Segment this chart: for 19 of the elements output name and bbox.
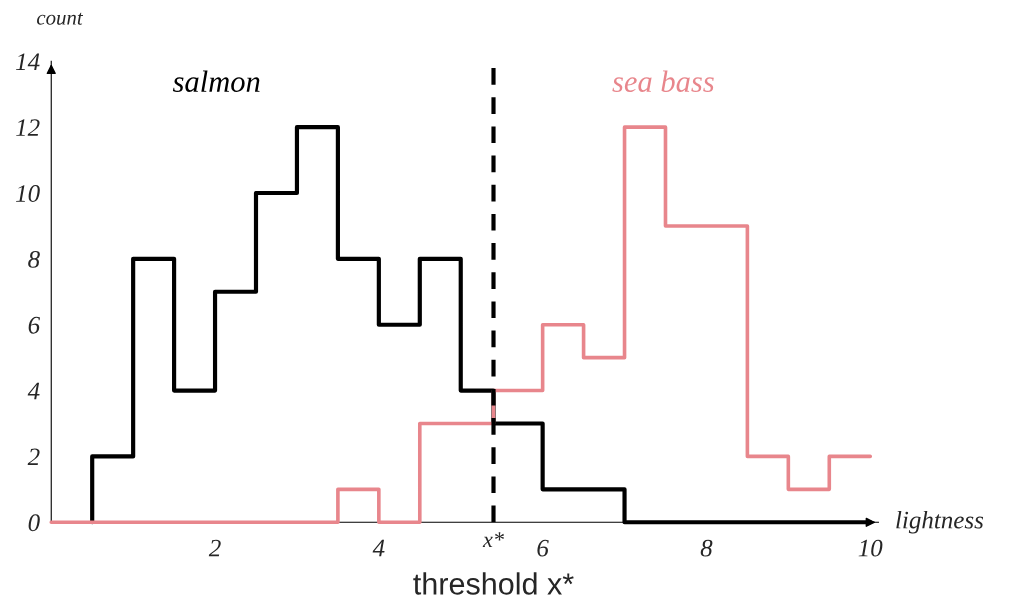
y-tick-label: 14 xyxy=(16,53,40,70)
annotation: threshold x* xyxy=(413,572,574,595)
y-tick-label: 6 xyxy=(28,316,41,334)
series-label: salmon xyxy=(172,70,260,93)
y-axis-title: count xyxy=(37,12,84,25)
ref-line-label: x* xyxy=(482,532,504,547)
x-tick-label: 10 xyxy=(858,539,883,557)
y-tick-label: 0 xyxy=(28,514,40,532)
y-tick-label: 12 xyxy=(16,119,40,136)
x-tick-label: 4 xyxy=(372,539,385,557)
x-tick-label: 6 xyxy=(537,539,549,557)
series-label: sea bass xyxy=(612,70,714,93)
y-tick-label: 2 xyxy=(27,448,40,466)
y-tick-label: 10 xyxy=(16,185,40,202)
x-tick-label: 8 xyxy=(700,539,713,557)
x-tick-label: 2 xyxy=(208,539,221,557)
x-axis-title: lightness xyxy=(896,510,984,534)
y-tick-label: 8 xyxy=(28,250,40,268)
y-tick-label: 4 xyxy=(27,382,40,400)
